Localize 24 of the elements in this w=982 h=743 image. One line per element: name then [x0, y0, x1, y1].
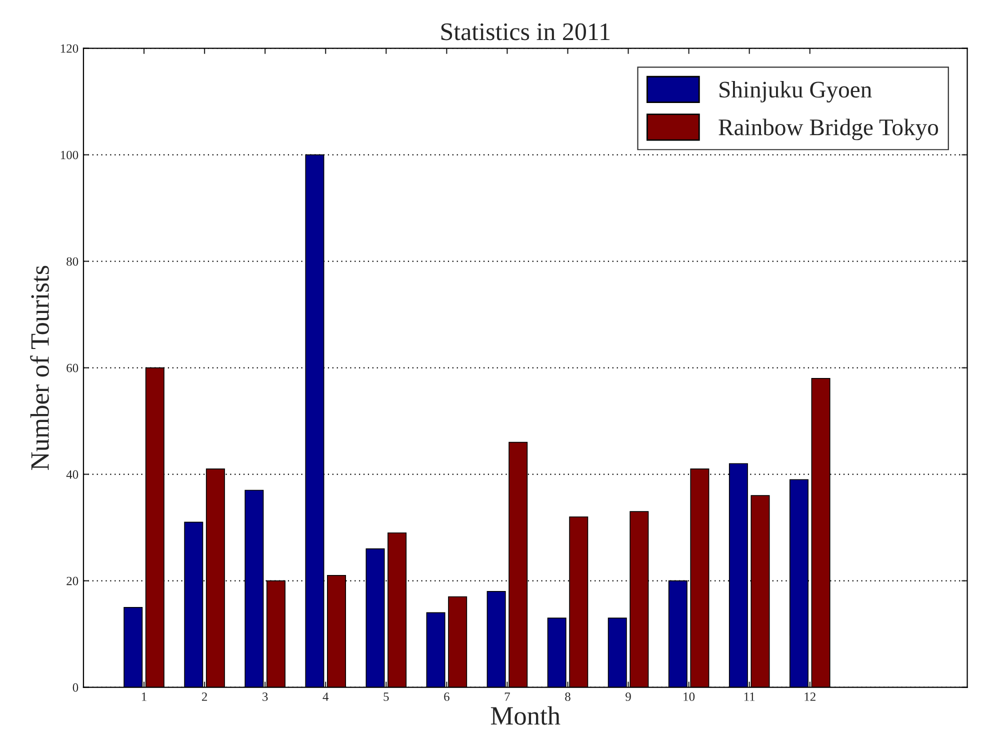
y-tick-label: 80 [66, 257, 78, 266]
y-axis-title: Number of Tourists [30, 266, 49, 470]
x-tick-label: 10 [684, 692, 695, 701]
x-tick-label: 12 [804, 692, 816, 701]
legend-label: Shinjuku Gyoen [720, 81, 872, 102]
y-tick-label: 40 [66, 470, 78, 479]
x-tick-label: 5 [384, 692, 389, 701]
x-tick-label: 9 [626, 692, 631, 701]
x-tick-label: 6 [444, 692, 450, 701]
x-tick-label: 8 [565, 692, 570, 701]
x-tick-label: 7 [504, 692, 510, 701]
chart-title: Statistics in 2011 [441, 23, 610, 40]
x-axis-title: Month [490, 706, 560, 725]
y-tick-label: 120 [60, 44, 78, 53]
x-tick-label: 11 [744, 692, 755, 701]
x-tick-label: 3 [262, 692, 268, 701]
y-tick-label: 20 [66, 576, 78, 586]
y-tick-label: 0 [72, 683, 78, 692]
x-tick-label: 2 [202, 692, 207, 701]
x-tick-label: 4 [322, 692, 329, 701]
y-tick-label: 60 [66, 364, 78, 372]
legend-label: Rainbow Bridge Tokyo [718, 118, 938, 140]
x-tick-label: 1 [142, 692, 146, 701]
y-tick-label: 100 [60, 150, 78, 160]
